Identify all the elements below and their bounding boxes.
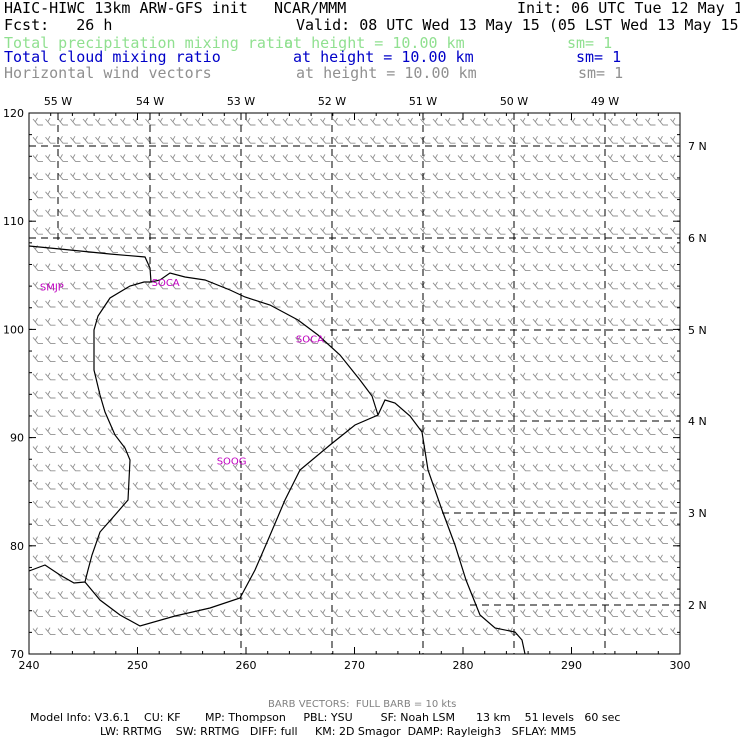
station-label: SOOG — [217, 457, 247, 468]
longitude-label: 53 W — [227, 95, 255, 108]
field-precip-sm: sm= 1 — [567, 34, 613, 52]
x-tick-label: 280 — [453, 659, 474, 672]
station-label: SOCA — [296, 334, 324, 345]
y-tick-label: 110 — [3, 215, 24, 228]
latitude-label: 3 N — [688, 507, 707, 520]
coastline-and-borders — [28, 245, 526, 655]
field-cloud-name: Total cloud mixing ratio — [4, 48, 221, 66]
axis-labels: 240 250 260 270 280 290 300 70 80 90 100 110 120 55 W… — [3, 95, 707, 672]
longitude-label: 55 W — [44, 95, 72, 108]
model-info-line1: Model Info: V3.6.1 CU: KF MP: Thompson P… — [30, 711, 621, 724]
latitude-label: 2 N — [688, 599, 707, 612]
y-tick-label: 90 — [10, 432, 24, 445]
y-tick-label: 70 — [10, 648, 24, 661]
model-title: HAIC-HIWC 13km ARW-GFS init — [4, 0, 248, 17]
field-cloud-sm: sm= 1 — [576, 48, 622, 66]
field-cloud-height: at height = 10.00 km — [293, 48, 474, 66]
x-tick-label: 300 — [670, 659, 691, 672]
x-tick-label: 250 — [127, 659, 148, 672]
y-tick-label: 100 — [3, 323, 24, 336]
axis-ticks — [28, 112, 681, 655]
init-time: Init: 06 UTC Tue 12 May 15 — [517, 0, 740, 17]
valid-time: Valid: 08 UTC Wed 13 May 15 (05 LST Wed … — [296, 16, 740, 34]
plot-frame — [28, 112, 681, 655]
coastline — [28, 245, 526, 655]
wind-barbs — [32, 117, 681, 636]
station-label: SMJP — [40, 282, 64, 293]
x-tick-label: 270 — [344, 659, 365, 672]
field-wind-sm: sm= 1 — [578, 64, 624, 82]
longitude-label: 52 W — [318, 95, 346, 108]
x-tick-label: 290 — [561, 659, 582, 672]
lat-lon-grid — [29, 113, 680, 654]
model-info-line2: LW: RRTMG SW: RRTMG DIFF: full KM: 2D Sm… — [100, 725, 577, 738]
org-label: NCAR/MMM — [274, 0, 347, 17]
y-tick-label: 80 — [10, 540, 24, 553]
y-tick-label: 120 — [3, 107, 24, 120]
latitude-label: 5 N — [688, 324, 707, 337]
field-wind-height: at height = 10.00 km — [296, 64, 477, 82]
field-precip-height: at height = 10.00 km — [284, 34, 465, 52]
longitude-label: 54 W — [136, 95, 164, 108]
latitude-label: 7 N — [688, 140, 707, 153]
x-tick-label: 260 — [236, 659, 257, 672]
station-label: SOCA — [152, 278, 180, 289]
longitude-label: 51 W — [409, 95, 437, 108]
field-precip-name: Total precipitation mixing ratio — [4, 34, 293, 52]
longitude-label: 49 W — [591, 95, 619, 108]
forecast-hour: Fcst: 26 h — [4, 16, 113, 34]
station-labels: SMJP SOCA SOCA SOOG — [40, 278, 324, 468]
barb-note: BARB VECTORS: FULL BARB = 10 kts — [268, 699, 457, 710]
longitude-label: 50 W — [500, 95, 528, 108]
latitude-label: 6 N — [688, 232, 707, 245]
wind-barb-field — [32, 117, 681, 636]
x-tick-label: 240 — [19, 659, 40, 672]
latitude-label: 4 N — [688, 415, 707, 428]
field-wind-name: Horizontal wind vectors — [4, 64, 212, 82]
